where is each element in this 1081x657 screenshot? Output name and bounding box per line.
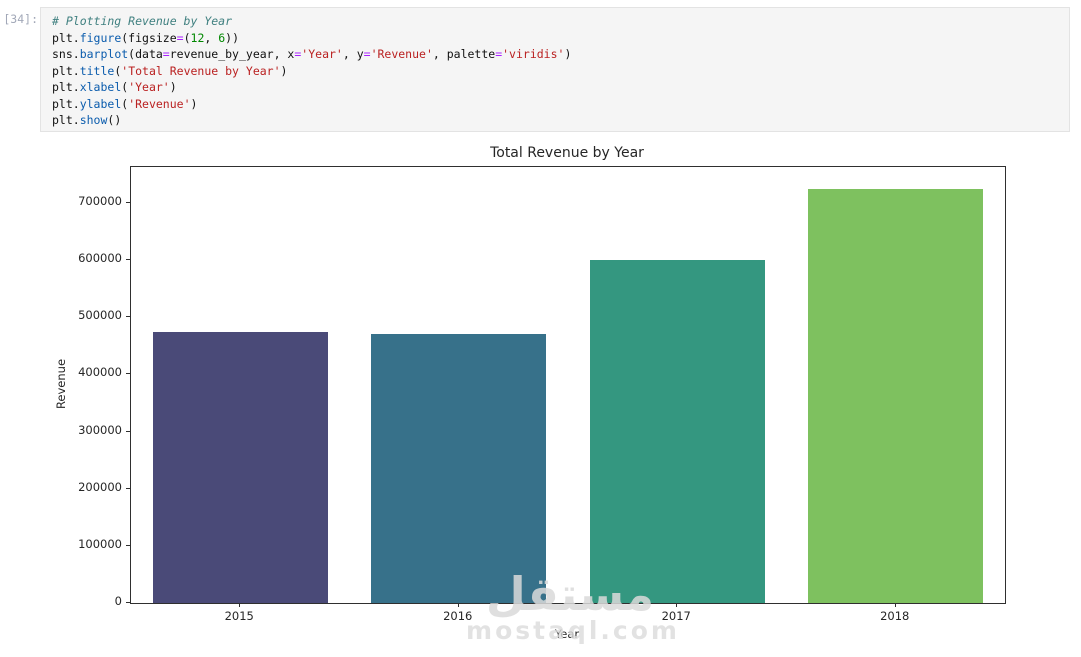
plot-area (130, 166, 1006, 604)
y-tick-mark (126, 202, 130, 203)
bar-2015 (152, 331, 328, 603)
y-tick-mark (126, 544, 130, 546)
y-tick-mark (126, 487, 130, 489)
code-cell-editor[interactable]: # Plotting Revenue by Year plt.figure(fig… (40, 7, 1070, 132)
code-line: plt.ylabel('Revenue') (52, 96, 198, 111)
y-tick-mark (126, 259, 130, 261)
watermark-arabic-logo: مستقل (485, 567, 655, 621)
x-tick-mark (894, 603, 896, 607)
x-tick-label: 2015 (224, 609, 254, 623)
x-tick-label: 2016 (443, 609, 473, 623)
x-tick-mark (239, 603, 241, 607)
x-tick-label: 2018 (880, 609, 910, 623)
chart-output: Total Revenue by Year Revenue 0 100000 200… (0, 140, 1081, 657)
code-line: plt.xlabel('Year') (52, 80, 177, 94)
code-line: # Plotting Revenue by Year (52, 14, 233, 28)
y-tick-label: 0 (114, 594, 122, 608)
bar-2016 (371, 334, 547, 603)
x-tick-label: 2017 (661, 609, 691, 623)
y-tick-label: 500000 (78, 308, 122, 323)
y-tick-label: 100000 (78, 536, 122, 551)
bar-2017 (589, 260, 765, 603)
y-tick-mark (126, 430, 130, 432)
code-line: plt.show() (52, 113, 122, 127)
y-tick-label: 300000 (78, 422, 122, 437)
x-axis-label: Year (554, 627, 580, 641)
watermark-site-text: mostaql.com (466, 616, 680, 645)
cell-execution-count: [34]: (3, 12, 38, 26)
y-tick-label: 600000 (78, 251, 122, 266)
y-tick-label: 400000 (78, 365, 122, 380)
y-tick-mark (126, 316, 130, 318)
y-tick-label: 700000 (78, 194, 122, 208)
code-content: # Plotting Revenue by Year plt.figure(fig… (41, 8, 1069, 134)
chart-title: Total Revenue by Year (490, 145, 644, 161)
y-tick-label: 200000 (78, 479, 122, 494)
y-tick-mark (126, 373, 130, 375)
code-line: sns.barplot(data=revenue_by_year, x='Yea… (52, 47, 572, 61)
code-line: plt.figure(figsize=(12, 6)) (52, 30, 240, 45)
x-tick-mark (457, 603, 459, 607)
code-line: plt.title('Total Revenue by Year') (52, 63, 288, 78)
y-tick-mark (126, 602, 130, 603)
x-tick-mark (676, 603, 678, 607)
bar-2018 (808, 188, 984, 603)
